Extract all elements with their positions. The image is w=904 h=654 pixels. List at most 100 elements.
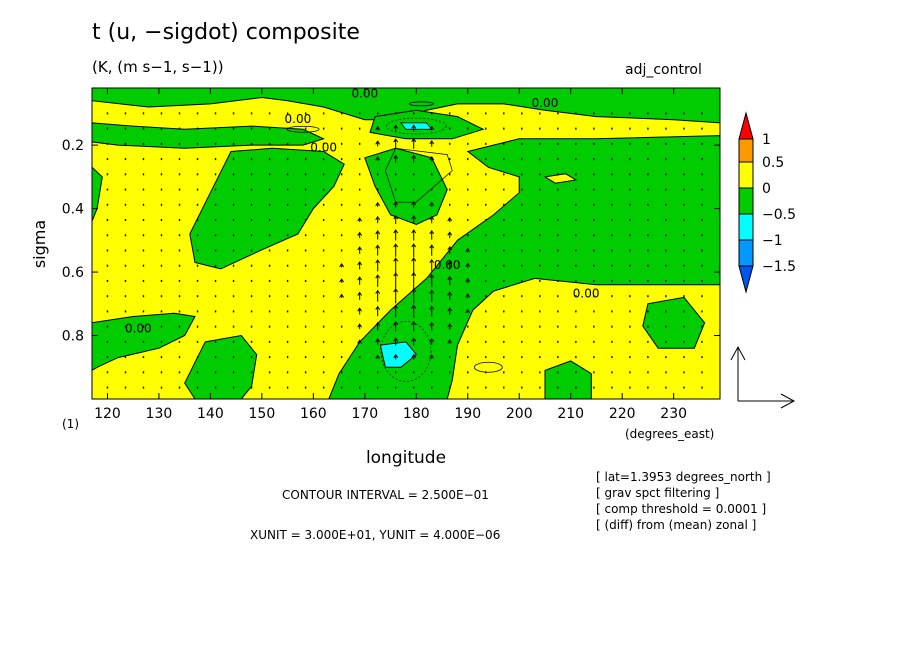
vector-arrow-head bbox=[429, 140, 435, 145]
vector-arrow-head bbox=[429, 258, 435, 264]
x-axis-label: longitude bbox=[366, 448, 446, 468]
info-line: [ grav spct filtering ] bbox=[596, 486, 720, 500]
x-tick-label: 120 bbox=[94, 406, 121, 422]
contour-label: 0.00 bbox=[125, 321, 152, 335]
x-tick-label: 190 bbox=[454, 406, 481, 422]
contour-label: 0.00 bbox=[532, 96, 559, 110]
experiment-tag: adj_control bbox=[625, 62, 702, 78]
colorbar-segment bbox=[738, 213, 754, 241]
contour-label: 0.00 bbox=[310, 140, 337, 154]
vector-arrow-head bbox=[447, 245, 453, 251]
vector-arrow-head bbox=[429, 125, 435, 130]
vector-arrow-head bbox=[357, 276, 363, 281]
vector-arrow-head bbox=[429, 156, 435, 161]
vector-arrow-head bbox=[447, 307, 453, 312]
vector-arrow-head bbox=[429, 244, 435, 249]
vector-arrow-head bbox=[429, 338, 435, 343]
y-tick-label: 0.4 bbox=[62, 202, 84, 218]
y-tick-label: 0.2 bbox=[62, 138, 84, 154]
vector-arrow-head bbox=[375, 321, 381, 327]
strong-negative-cell bbox=[379, 341, 418, 368]
vector-arrow-head bbox=[429, 289, 435, 294]
vector-arrow-head bbox=[375, 230, 381, 235]
vector-arrow-head bbox=[393, 257, 399, 262]
vector-arrow-head bbox=[465, 293, 471, 298]
vector-arrow-head bbox=[375, 259, 381, 264]
vector-arrow-head bbox=[447, 275, 453, 281]
reference-vector-y-head bbox=[730, 345, 746, 361]
vector-arrow-head bbox=[393, 320, 399, 326]
colorbar-label: 0.5 bbox=[762, 155, 784, 171]
vector-arrow-head bbox=[411, 353, 417, 359]
contour-label-layer: 0.000.000.000.000.000.000.00 bbox=[125, 87, 600, 336]
contour-line bbox=[409, 101, 434, 107]
vector-arrow-head bbox=[429, 305, 435, 310]
vector-arrow-head bbox=[465, 277, 471, 283]
contour-line bbox=[380, 321, 432, 382]
vector-arrow-head bbox=[411, 257, 417, 262]
x-tick-label: 200 bbox=[506, 406, 533, 422]
vector-arrow-head bbox=[411, 304, 417, 309]
strong-negative-cell bbox=[400, 122, 433, 130]
x-axis-ticks: 120 130 140 150 160 170 180 190 200 210 220 230 bbox=[94, 88, 687, 422]
vector-arrow-head bbox=[375, 244, 381, 249]
colorbar: 1 0.5 0 −0.5 −1 −1.5 bbox=[738, 111, 796, 294]
negative-region bbox=[184, 334, 258, 400]
colorbar-triangle-bottom bbox=[738, 265, 754, 294]
y-axis-suffix: (1) bbox=[62, 417, 79, 431]
vector-arrow-head bbox=[375, 201, 381, 207]
reference-vector-x-head bbox=[780, 393, 796, 409]
vector-arrow-head bbox=[375, 156, 381, 161]
contour-label: 0.00 bbox=[285, 112, 312, 126]
x-tick-label: 170 bbox=[351, 406, 378, 422]
vector-arrow-head bbox=[357, 307, 363, 312]
colorbar-segment bbox=[738, 187, 754, 215]
vector-arrow-head bbox=[429, 229, 435, 235]
vector-arrow-head bbox=[393, 243, 399, 248]
vector-arrow-head bbox=[393, 154, 399, 159]
vector-arrow-head bbox=[393, 124, 399, 129]
y-tick-label: 0.6 bbox=[62, 265, 84, 281]
plot-frame bbox=[91, 87, 721, 400]
vector-arrow-head bbox=[357, 217, 363, 222]
colorbar-triangle-top bbox=[738, 111, 754, 140]
negative-region bbox=[544, 360, 592, 400]
colorbar-segment bbox=[738, 161, 754, 189]
colorbar-label: −1.5 bbox=[762, 259, 796, 275]
vector-arrow-head bbox=[411, 124, 417, 129]
contour-line bbox=[473, 361, 503, 373]
vector-arrow-head bbox=[447, 217, 453, 222]
vector-arrow-head bbox=[465, 247, 471, 253]
vector-arrow-head bbox=[393, 353, 399, 359]
vector-arrow-head bbox=[429, 354, 435, 359]
vector-arrow-head bbox=[375, 338, 381, 343]
vector-arrow-head bbox=[393, 272, 399, 277]
negative-region bbox=[91, 122, 325, 149]
vector-arrow-head bbox=[429, 321, 435, 326]
vector-arrow-head bbox=[375, 126, 381, 131]
vector-arrow-head bbox=[357, 323, 363, 328]
vector-arrow-head bbox=[375, 140, 381, 145]
colorbar-label: −0.5 bbox=[762, 207, 796, 223]
colorbar-segment bbox=[738, 138, 754, 163]
vector-arrow-head bbox=[411, 288, 417, 293]
info-line: [ comp threshold = 0.0001 ] bbox=[596, 502, 767, 516]
colorbar-label: 1 bbox=[762, 132, 771, 148]
vector-arrow-head bbox=[393, 304, 399, 309]
vector-arrow-head bbox=[411, 271, 417, 277]
reference-vector bbox=[730, 345, 796, 409]
vector-arrow-head bbox=[411, 137, 417, 143]
contour-interval-note: CONTOUR INTERVAL = 2.500E−01 bbox=[282, 488, 489, 502]
unit-scale-note: XUNIT = 3.000E+01, YUNIT = 4.000E−06 bbox=[250, 528, 501, 542]
info-line: [ lat=1.3953 degrees_north ] bbox=[596, 470, 771, 484]
vector-arrow-head bbox=[447, 323, 453, 328]
vector-arrow-head bbox=[447, 260, 453, 265]
contour-line bbox=[286, 125, 320, 133]
vector-arrow-head bbox=[393, 229, 399, 234]
contour-line bbox=[385, 147, 453, 203]
vector-arrow-head bbox=[411, 337, 417, 342]
x-axis-units: (degrees_east) bbox=[625, 427, 714, 441]
negative-region bbox=[189, 147, 345, 270]
contour-label: 0.00 bbox=[434, 258, 461, 272]
